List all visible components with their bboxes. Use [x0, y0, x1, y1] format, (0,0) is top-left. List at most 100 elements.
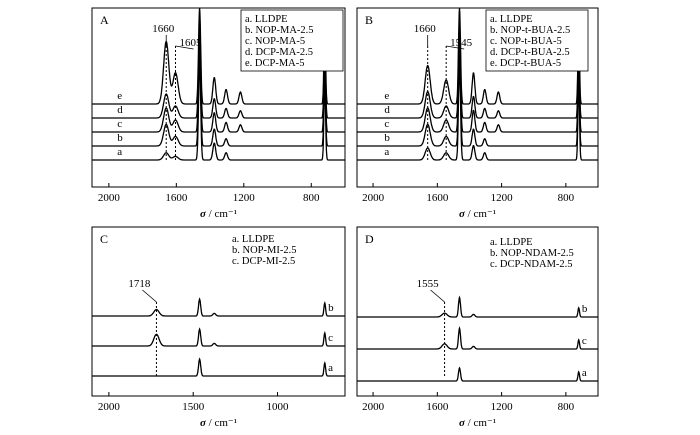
- annotation-label: 1555: [417, 278, 440, 290]
- x-tick-label: 1000: [267, 401, 290, 413]
- traces: [357, 295, 598, 382]
- x-axis-label: σ / cm⁻¹: [200, 208, 237, 220]
- x-axis-unit: / cm⁻¹: [206, 417, 237, 429]
- series-label-e: e: [117, 90, 122, 102]
- x-tick-label: 2000: [362, 192, 385, 204]
- legend-entry: e. DCP-MA-5: [245, 58, 305, 69]
- series-label-d: d: [117, 104, 123, 116]
- panel-frame: [356, 226, 599, 397]
- series-line-e: [92, 8, 345, 105]
- annotation-label: 1660: [414, 23, 437, 35]
- panel-D: D 2000 1600 1200 800 σ / cm⁻¹ a c b 1555 a. LLDPEb…: [356, 226, 599, 429]
- series-label-b: b: [384, 132, 390, 144]
- legend-entry: b. NOP-MI-2.5: [232, 245, 296, 256]
- series-label-b: b: [117, 132, 123, 144]
- panel-label: D: [365, 232, 374, 246]
- panel-label: A: [100, 13, 109, 27]
- series-label-b: b: [582, 303, 588, 315]
- series-label-b: b: [328, 302, 334, 314]
- legend-entry: b. NOP-NDAM-2.5: [490, 248, 574, 259]
- annotation-label: 1545: [450, 37, 473, 49]
- legend-box: [485, 9, 589, 72]
- series-line-b: [357, 295, 598, 318]
- series-label-a: a: [117, 146, 122, 158]
- series-line-d: [357, 21, 598, 119]
- x-axis-unit: / cm⁻¹: [206, 208, 237, 220]
- series-line-b: [92, 297, 345, 317]
- series-line-a: [92, 63, 345, 161]
- x-axis-label: σ / cm⁻¹: [459, 417, 496, 429]
- x-axis-symbol: σ: [200, 417, 207, 429]
- annotation-arrow: [430, 289, 445, 303]
- legend-entry: a. LLDPE: [245, 14, 288, 25]
- x-tick-label: 800: [303, 192, 320, 204]
- annotation-arrow: [142, 289, 157, 303]
- legend-entry: e. DCP-t-BUA-5: [490, 58, 561, 69]
- series-label-c: c: [582, 335, 587, 347]
- series-line-c: [92, 327, 345, 347]
- legend-entry: a. LLDPE: [232, 234, 275, 245]
- series-label-a: a: [384, 146, 389, 158]
- legend-entry: b. NOP-MA-2.5: [245, 25, 314, 36]
- x-axis-symbol: σ: [459, 208, 466, 220]
- panel-label: C: [100, 232, 108, 246]
- annotation-label: 1718: [128, 278, 151, 290]
- legend-entry: b. NOP-t-BUA-2.5: [490, 25, 570, 36]
- panel-frame: [356, 7, 599, 188]
- legend-entry: a. LLDPE: [490, 14, 533, 25]
- annotation-label: 1660: [152, 23, 175, 35]
- series-line-a: [92, 357, 345, 377]
- x-axis-unit: / cm⁻¹: [465, 208, 496, 220]
- traces: [92, 8, 345, 161]
- annotation-label: 1605: [179, 37, 202, 49]
- x-axis-label: σ / cm⁻¹: [200, 417, 237, 429]
- x-axis-unit: / cm⁻¹: [465, 417, 496, 429]
- legend-entry: c. DCP-MI-2.5: [232, 256, 295, 267]
- series-label-c: c: [328, 332, 333, 344]
- series-line-e: [357, 8, 598, 105]
- x-tick-label: 1200: [233, 192, 256, 204]
- series-label-c: c: [384, 118, 389, 130]
- series-label-e: e: [384, 90, 389, 102]
- series-line-c: [92, 35, 345, 133]
- series-line-c: [357, 325, 598, 350]
- x-tick-label: 1600: [426, 401, 449, 413]
- series-label-c: c: [117, 118, 122, 130]
- x-tick-label: 2000: [98, 401, 121, 413]
- x-tick-label: 2000: [362, 401, 385, 413]
- series-label-a: a: [582, 367, 587, 379]
- legend-entry: c. NOP-MA-5: [245, 36, 305, 47]
- legend-entry: a. LLDPE: [490, 237, 533, 248]
- x-tick-label: 1500: [182, 401, 205, 413]
- traces: [357, 8, 598, 161]
- traces: [92, 297, 345, 377]
- x-tick-label: 1200: [491, 192, 514, 204]
- series-label-d: d: [384, 104, 390, 116]
- legend-entry: c. DCP-NDAM-2.5: [490, 259, 573, 270]
- panel-frame: [91, 7, 346, 188]
- x-axis-symbol: σ: [459, 417, 466, 429]
- legend-entry: d. DCP-MA-2.5: [245, 47, 313, 58]
- x-tick-label: 1600: [165, 192, 188, 204]
- legend-entry: c. NOP-t-BUA-5: [490, 36, 562, 47]
- panel-frame: [91, 226, 346, 397]
- series-line-a: [357, 366, 598, 382]
- series-line-b: [357, 49, 598, 147]
- annotation-arrow: [175, 45, 194, 50]
- x-tick-label: 2000: [98, 192, 121, 204]
- series-label-a: a: [328, 362, 333, 374]
- legend-entry: d. DCP-t-BUA-2.5: [490, 47, 570, 58]
- series-line-d: [92, 21, 345, 119]
- annotation-arrow: [446, 45, 465, 50]
- x-tick-label: 800: [558, 401, 575, 413]
- x-axis-symbol: σ: [200, 208, 207, 220]
- series-line-a: [357, 63, 598, 161]
- panel-label: B: [365, 13, 373, 27]
- x-tick-label: 1600: [426, 192, 449, 204]
- legend-box: [240, 9, 344, 72]
- x-tick-label: 800: [558, 192, 575, 204]
